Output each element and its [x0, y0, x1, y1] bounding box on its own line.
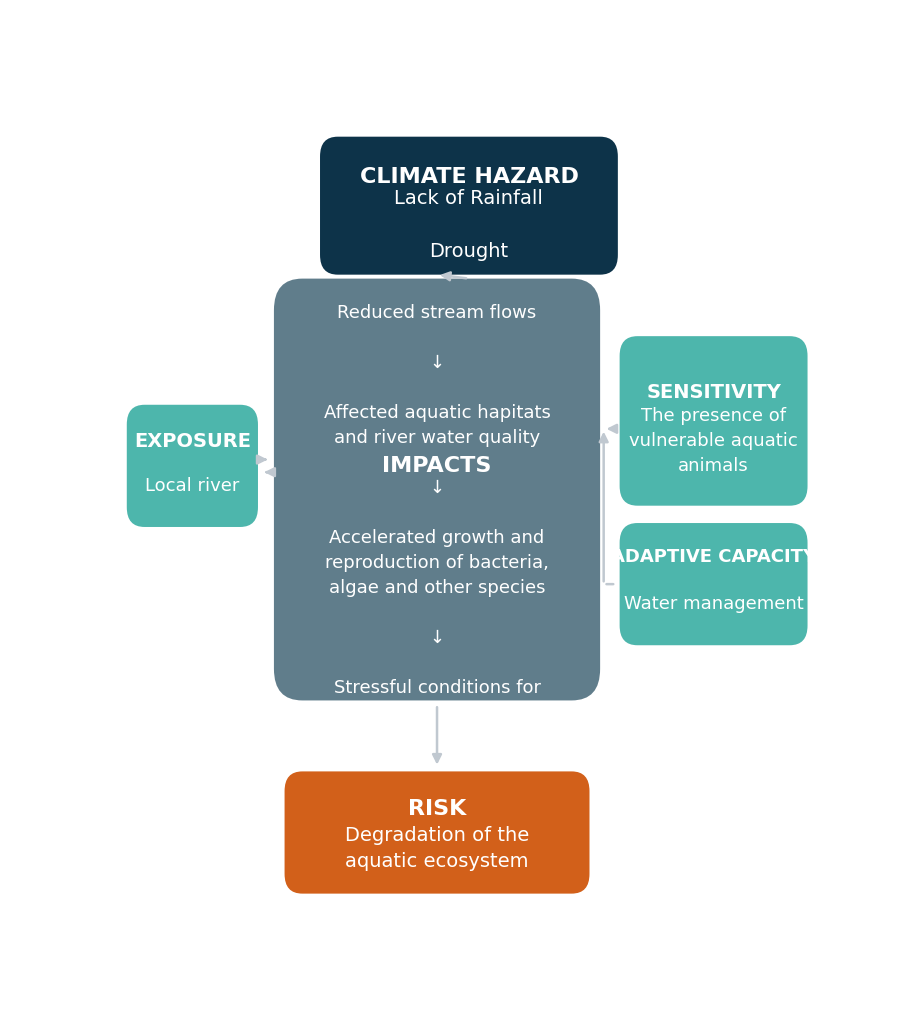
- Text: IMPACTS: IMPACTS: [382, 456, 491, 476]
- Text: Reduced stream flows

↓

Affected aquatic hapitats
and river water quality

↓

A: Reduced stream flows ↓ Affected aquatic …: [324, 304, 551, 722]
- Text: RISK: RISK: [408, 799, 466, 819]
- FancyBboxPatch shape: [619, 523, 808, 645]
- Text: EXPOSURE: EXPOSURE: [134, 432, 251, 452]
- Text: Degradation of the
aquatic ecosystem: Degradation of the aquatic ecosystem: [345, 825, 529, 871]
- FancyBboxPatch shape: [274, 279, 600, 700]
- FancyBboxPatch shape: [127, 404, 258, 527]
- FancyBboxPatch shape: [619, 336, 808, 506]
- Text: The presence of
vulnerable aquatic
animals: The presence of vulnerable aquatic anima…: [630, 407, 798, 475]
- Text: SENSITIVITY: SENSITIVITY: [646, 383, 781, 402]
- Text: Lack of Rainfall

Drought: Lack of Rainfall Drought: [394, 189, 544, 261]
- Text: Water management: Water management: [624, 595, 803, 612]
- FancyBboxPatch shape: [320, 136, 618, 274]
- Text: ADAPTIVE CAPACITY: ADAPTIVE CAPACITY: [611, 548, 816, 566]
- FancyBboxPatch shape: [285, 771, 589, 894]
- Text: Local river: Local river: [145, 476, 240, 495]
- Text: CLIMATE HAZARD: CLIMATE HAZARD: [360, 167, 578, 186]
